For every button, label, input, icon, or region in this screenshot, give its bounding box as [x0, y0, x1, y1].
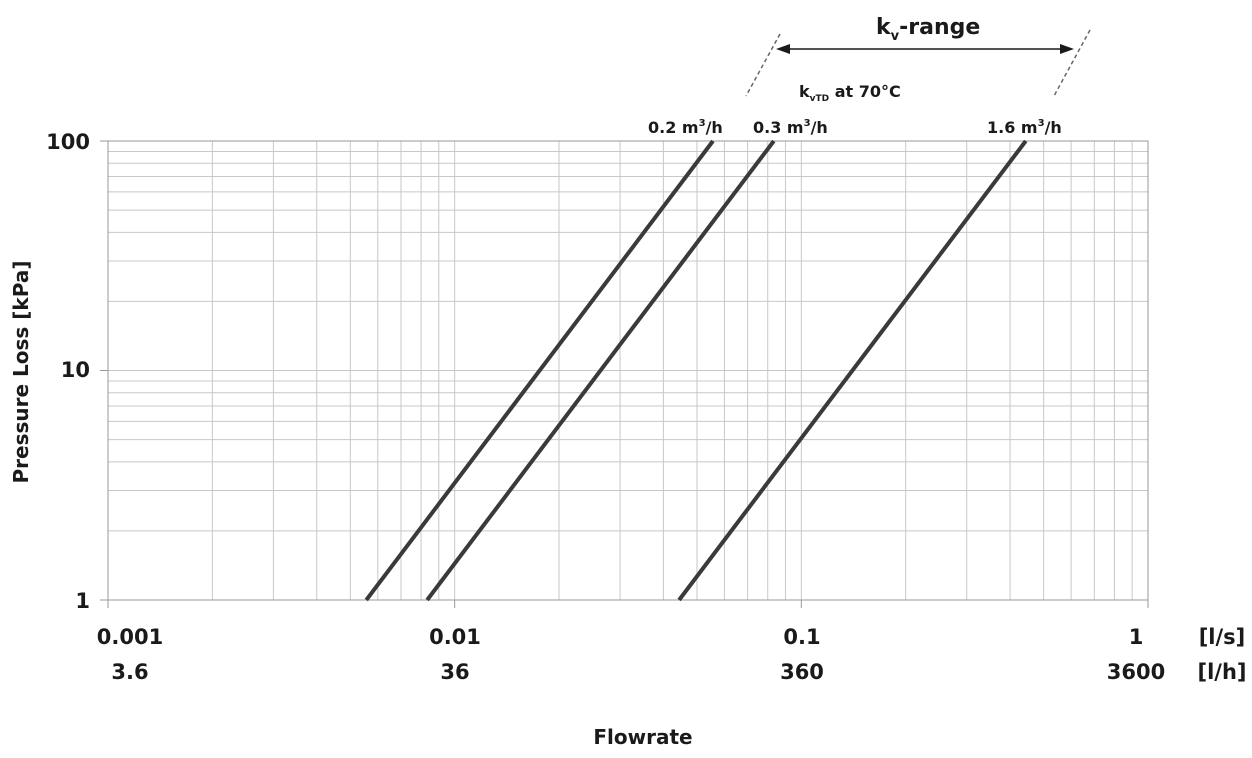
x-tick-label-ls: 0.01 — [429, 625, 481, 649]
x-tick-label-ls: 0.001 — [97, 625, 163, 649]
y-axis-title: Pressure Loss [kPa] — [9, 261, 33, 484]
x-tick-label-lh: 3.6 — [111, 660, 148, 684]
kvtd-annotation: kvTD at 70°C — [799, 82, 901, 104]
series-line-3 — [677, 139, 1028, 602]
y-tick-label: 1 — [75, 589, 90, 613]
kv-range-arrow-left — [776, 44, 790, 54]
series-group — [364, 139, 1028, 602]
kv-range-arrow-right — [1060, 44, 1074, 54]
series-line-1 — [364, 139, 715, 602]
curve-label-0-3: 0.3 m3/h — [753, 118, 828, 137]
x-axis-title: Flowrate — [593, 725, 692, 749]
x-tick-label-lh: 360 — [780, 660, 824, 684]
kv-range-title: kv-range — [876, 15, 980, 44]
y-tick-label: 100 — [46, 130, 90, 154]
x-tick-label-lh: 36 — [440, 660, 469, 684]
kv-range-bound-left — [745, 33, 781, 97]
grid — [100, 140, 1149, 608]
x-unit-lh: [l/h] — [1197, 660, 1246, 684]
series-line-2 — [425, 139, 776, 602]
plot-frame — [107, 140, 1149, 601]
x-unit-ls: [l/s] — [1199, 625, 1246, 649]
x-tick-label-ls: 0.1 — [783, 625, 820, 649]
y-tick-label: 10 — [61, 358, 90, 382]
x-tick-label-ls: 1 — [1129, 625, 1144, 649]
curve-label-1-6: 1.6 m3/h — [987, 118, 1062, 137]
x-tick-label-lh: 3600 — [1107, 660, 1165, 684]
curve-label-0-2: 0.2 m3/h — [648, 118, 723, 137]
kv-range-bound-right — [1053, 29, 1091, 97]
